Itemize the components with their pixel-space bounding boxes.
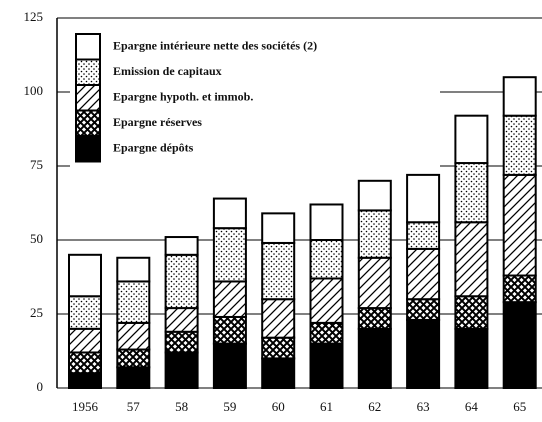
bar-segment	[502, 114, 537, 176]
legend-swatch	[75, 84, 101, 112]
bar-segment	[261, 241, 296, 301]
bar-segment	[309, 342, 344, 390]
legend-background	[70, 28, 440, 168]
bar-segment	[357, 209, 392, 259]
y-tick-label: 25	[30, 305, 43, 320]
bar-segment	[357, 179, 392, 212]
bar-segment	[261, 298, 296, 339]
bar-segment	[212, 315, 247, 345]
legend-label: Epargne dépôts	[113, 141, 194, 155]
bar-segment	[68, 372, 102, 390]
bar-segment	[212, 280, 247, 318]
bar-segment	[357, 256, 392, 310]
x-tick-label: 59	[223, 399, 236, 414]
x-tick-label: 63	[417, 399, 430, 414]
bar-segment	[68, 253, 102, 298]
bar-segment	[68, 295, 102, 330]
bar-segment	[116, 256, 151, 283]
legend-label: Emission de capitaux	[113, 64, 222, 78]
bar-segment	[116, 321, 151, 351]
bar-segment	[212, 227, 247, 283]
bar-segment	[357, 307, 392, 330]
bar-segment	[406, 247, 441, 301]
y-tick-label: 100	[24, 83, 44, 98]
x-tick-label: 64	[465, 399, 479, 414]
x-tick-label: 61	[320, 399, 333, 414]
bar-segment	[261, 212, 296, 244]
y-tick-label: 0	[37, 379, 44, 394]
x-tick-label: 58	[175, 399, 188, 414]
y-tick-label: 50	[30, 231, 43, 246]
bar-segment	[116, 348, 151, 369]
bar-segment	[212, 342, 247, 390]
bar-segment	[502, 301, 537, 389]
legend-swatch	[75, 33, 101, 61]
bar-segment	[68, 327, 102, 354]
legend-swatch	[75, 135, 101, 163]
bar-segment	[309, 203, 344, 241]
bar-segment	[454, 114, 489, 165]
bar-segment	[406, 173, 441, 224]
bar-segment	[164, 330, 199, 354]
x-tick-label: 62	[368, 399, 381, 414]
bar-segment	[116, 366, 151, 389]
bar-segment	[309, 321, 344, 345]
bar-segment	[164, 253, 199, 310]
bar-segment	[68, 351, 102, 375]
legend-swatch	[75, 58, 101, 86]
legend-label: Epargne hypoth. et immob.	[113, 90, 253, 104]
y-tick-label: 75	[30, 157, 43, 172]
bar-segment	[406, 298, 441, 321]
bar-segment	[454, 221, 489, 298]
bar-segment	[164, 351, 199, 390]
legend-swatch	[75, 109, 101, 137]
x-tick-label: 1956	[72, 399, 99, 414]
bar-segment	[502, 274, 537, 304]
bar-segment	[116, 280, 151, 324]
bar-segment	[454, 162, 489, 224]
bar-segment	[309, 239, 344, 280]
bar-segment	[261, 357, 296, 389]
y-tick-label: 125	[24, 9, 44, 24]
bar-segment	[261, 336, 296, 360]
bar-segment	[454, 327, 489, 389]
legend-label: Epargne intérieure nette des sociétés (2…	[113, 39, 317, 53]
bar-segment	[164, 236, 199, 256]
bar-segment	[502, 76, 537, 117]
legend-label: Epargne réserves	[113, 115, 202, 129]
bar-segment	[309, 277, 344, 324]
bar-segment	[212, 197, 247, 230]
bar-segment	[454, 295, 489, 330]
bar-segment	[502, 173, 537, 277]
x-tick-label: 60	[272, 399, 285, 414]
bar-segment	[406, 318, 441, 390]
x-tick-label: 65	[513, 399, 526, 414]
x-tick-label: 57	[127, 399, 141, 414]
bar-segment	[357, 327, 392, 389]
bar-segment	[406, 221, 441, 250]
bar-segment	[164, 307, 199, 333]
